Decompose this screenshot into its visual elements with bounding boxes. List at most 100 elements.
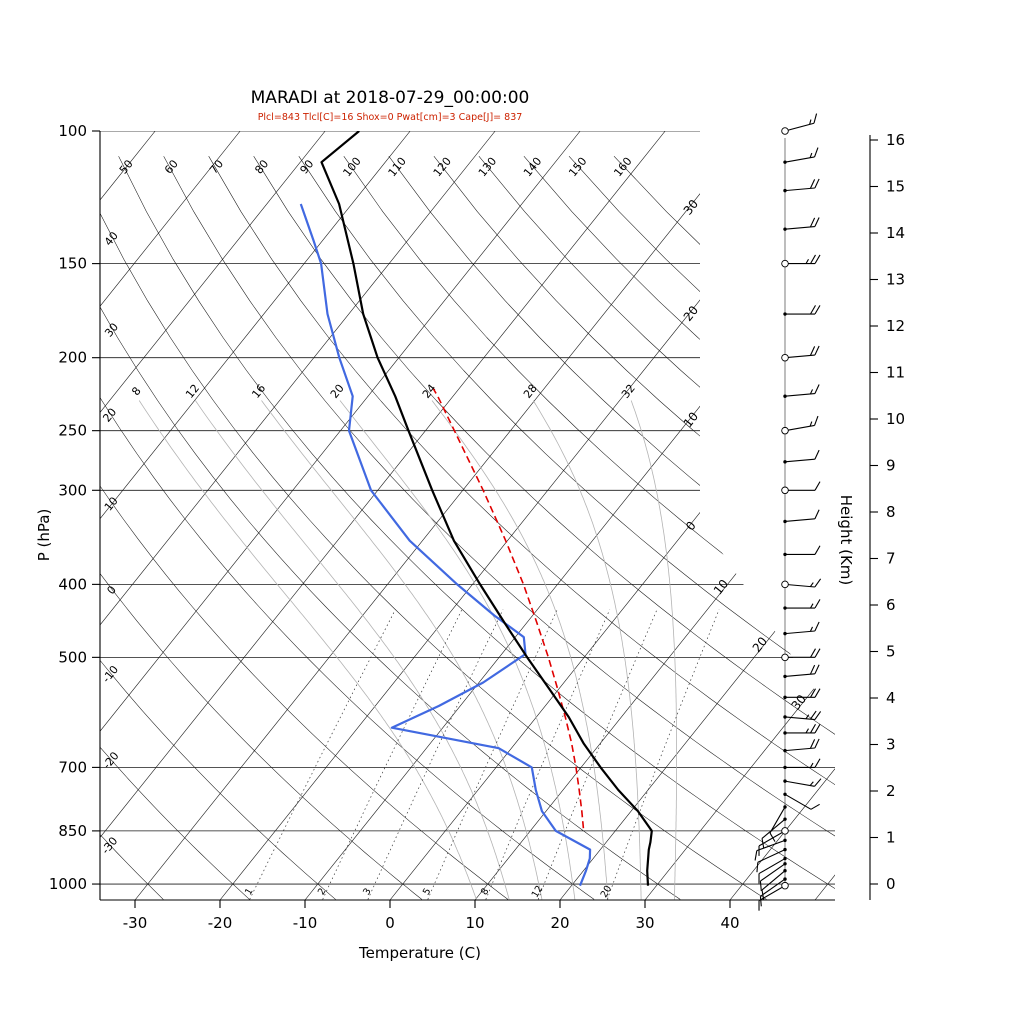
height-tick-label: 4	[886, 689, 896, 707]
barb-station-dot	[783, 847, 787, 852]
temperature-tick-label: 20	[550, 914, 569, 932]
barb-station-circle	[781, 426, 789, 435]
height-tick-label: 2	[886, 782, 896, 800]
barb-station-circle	[781, 653, 789, 662]
dry-adiabat-label: 80	[252, 157, 271, 176]
barb-station-dot	[783, 868, 787, 873]
mixing-ratio-label: 8	[479, 886, 492, 897]
barb-station-dot	[783, 312, 787, 316]
height-tick-label: 8	[886, 503, 896, 521]
dry-adiabat-label: 160	[611, 155, 634, 180]
temperature-tick-label: 0	[385, 914, 395, 932]
height-tick-label: 1	[886, 829, 896, 847]
barb-station-dot	[783, 805, 787, 809]
pressure-tick-label: 700	[58, 758, 87, 776]
barb-station-dot	[783, 838, 787, 843]
barb-station-dot	[783, 877, 787, 881]
temperature-tick-label: -10	[293, 914, 318, 932]
isotherm-label: 30	[789, 692, 809, 713]
height-tick-label: 10	[886, 410, 905, 428]
temperature-tick-label: 40	[720, 914, 739, 932]
parcel-curve	[432, 388, 585, 829]
chart-title: MARADI at 2018-07-29_00:00:00	[250, 88, 530, 108]
moist-adiabat-label: 28	[521, 382, 540, 401]
barb-station-circle	[781, 881, 789, 890]
mixing-ratio-label: 1	[243, 886, 256, 897]
barb-station-dot	[783, 817, 787, 821]
temperature-tick-label: 30	[635, 914, 654, 932]
height-tick-label: 11	[886, 364, 905, 382]
barb-station-dot	[783, 160, 787, 164]
moist-adiabat-label: 16	[249, 382, 268, 401]
temperature-tick-label: -20	[208, 914, 233, 932]
height-tick-label: 14	[886, 224, 905, 242]
height-tick-label: 5	[886, 643, 896, 661]
barb-station-dot	[783, 394, 787, 398]
mixing-ratio-label: 2	[316, 886, 329, 897]
barb-station-dot	[783, 631, 787, 636]
height-tick-label: 16	[886, 131, 905, 149]
temperature-axis-label: Temperature (C)	[359, 944, 481, 962]
dry-adiabat-label: 100	[340, 155, 363, 180]
dry-adiabat-label: 120	[431, 155, 454, 180]
chart-params-line: Plcl=843 Tlcl[C]=16 Shox=0 Pwat[cm]=3 Ca…	[257, 112, 523, 123]
wind-barbs	[754, 113, 822, 911]
barb-station-dot	[783, 227, 787, 231]
barb-station-dot	[783, 862, 787, 866]
barb-station-dot	[783, 460, 787, 464]
dry-adiabat-label: 150	[566, 155, 589, 180]
barb-station-circle	[781, 259, 789, 268]
sounding-profiles	[299, 131, 653, 887]
barb-station-dot	[783, 792, 787, 796]
pressure-tick-label: 850	[58, 822, 87, 840]
temperature-curve	[320, 131, 653, 886]
barb-station-circle	[781, 580, 789, 589]
height-tick-label: 7	[886, 550, 896, 568]
dry-adiabat-label: 110	[386, 155, 409, 180]
pressure-tick-label: 250	[58, 422, 87, 440]
mixing-ratio-label: 5	[421, 886, 434, 897]
barb-station-dot	[783, 695, 787, 700]
isotherm-label: 10	[711, 577, 731, 598]
barb-station-dot	[783, 715, 787, 719]
pressure-tick-label: 200	[58, 349, 87, 367]
barb-station-dot	[783, 779, 787, 783]
barb-station-dot	[783, 765, 787, 770]
mixing-ratio-label: 20	[599, 884, 615, 900]
moist-adiabat-label: 24	[420, 382, 439, 401]
barb-station-circle	[781, 486, 789, 495]
pressure-tick-label: 500	[58, 648, 87, 666]
barb-station-dot	[783, 606, 787, 610]
barb-station-circle	[781, 827, 789, 835]
height-tick-label: 3	[886, 736, 896, 754]
height-tick-label: 6	[886, 596, 896, 614]
dry-adiabat-label: 130	[476, 155, 499, 180]
height-tick-label: 9	[886, 457, 896, 475]
dry-adiabat-label: 40	[102, 229, 121, 248]
background-grid	[100, 131, 835, 900]
barb-station-dot	[783, 188, 787, 193]
barb-station-dot	[783, 674, 787, 679]
barb-station-circle	[781, 353, 789, 362]
dry-adiabat-label: 70	[207, 157, 226, 176]
mixing-ratio-label: 3	[361, 886, 374, 897]
dry-adiabat-label: 50	[117, 157, 136, 176]
barb-station-dot	[783, 748, 787, 753]
height-tick-label: 0	[886, 875, 896, 893]
barb-station-dot	[783, 856, 787, 861]
dry-adiabat-label: -30	[99, 834, 120, 856]
dry-adiabat-label: 90	[297, 157, 316, 176]
temperature-tick-label: 10	[465, 914, 484, 932]
pressure-tick-label: 1000	[49, 875, 87, 893]
temperature-tick-label: -30	[123, 914, 148, 932]
barb-station-dot	[783, 552, 787, 557]
moist-adiabat-label: 8	[129, 385, 144, 399]
height-tick-label: 12	[886, 317, 905, 335]
dewpoint-curve	[299, 203, 592, 887]
moist-adiabat-label: 12	[183, 382, 202, 401]
dry-adiabat-label: 60	[162, 157, 181, 176]
height-tick-label: 13	[886, 271, 905, 289]
